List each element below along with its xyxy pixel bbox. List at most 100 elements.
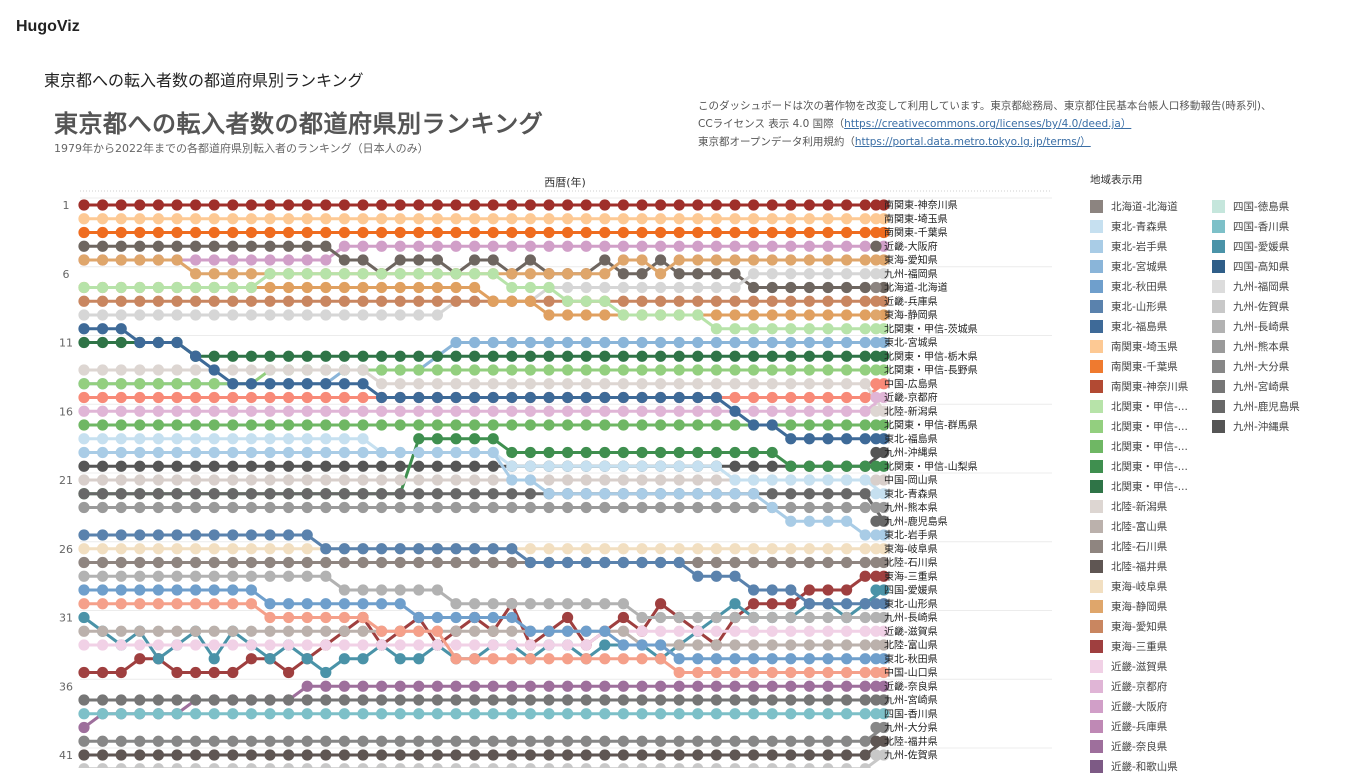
data-point[interactable] [748, 405, 760, 417]
data-point[interactable] [413, 735, 425, 747]
data-point[interactable] [245, 364, 257, 376]
data-point[interactable] [859, 336, 871, 349]
data-point[interactable] [655, 653, 667, 665]
data-point[interactable] [190, 625, 202, 637]
data-point[interactable] [376, 391, 388, 404]
data-point[interactable] [878, 405, 890, 417]
data-point[interactable] [841, 735, 853, 747]
data-point[interactable] [673, 666, 685, 679]
data-point[interactable] [636, 281, 648, 294]
data-point[interactable] [729, 625, 741, 637]
data-point[interactable] [190, 639, 202, 651]
data-point[interactable] [320, 598, 332, 610]
data-point[interactable] [450, 364, 462, 376]
data-point[interactable] [97, 460, 109, 472]
legend-item[interactable]: 北海道-北海道 [1090, 196, 1212, 216]
data-point[interactable] [376, 749, 388, 761]
data-point[interactable] [580, 336, 592, 349]
legend-item[interactable]: 九州-佐賀県 [1212, 296, 1334, 316]
data-point[interactable] [78, 639, 90, 651]
data-point[interactable] [636, 611, 648, 624]
data-point[interactable] [431, 694, 443, 706]
data-point[interactable] [208, 378, 220, 390]
data-point[interactable] [748, 611, 760, 624]
data-point[interactable] [283, 199, 295, 211]
data-point[interactable] [692, 735, 704, 747]
data-point[interactable] [673, 543, 685, 555]
data-point[interactable] [469, 240, 481, 252]
data-point[interactable] [822, 694, 834, 706]
data-point[interactable] [822, 584, 834, 596]
data-point[interactable] [822, 653, 834, 665]
data-point[interactable] [524, 336, 537, 349]
data-point[interactable] [97, 584, 109, 596]
data-point[interactable] [301, 763, 313, 768]
data-point[interactable] [803, 488, 816, 500]
data-point[interactable] [227, 529, 239, 541]
data-point[interactable] [320, 433, 332, 445]
data-point[interactable] [134, 254, 146, 266]
data-point[interactable] [543, 419, 555, 431]
data-point[interactable] [208, 433, 220, 445]
data-point[interactable] [785, 350, 797, 362]
data-point[interactable] [617, 488, 630, 500]
data-point[interactable] [580, 625, 592, 637]
data-point[interactable] [729, 254, 741, 266]
data-point[interactable] [543, 556, 555, 569]
data-point[interactable] [264, 653, 276, 665]
data-point[interactable] [469, 199, 481, 211]
data-point[interactable] [617, 309, 630, 321]
data-point[interactable] [878, 488, 890, 500]
data-point[interactable] [562, 611, 574, 624]
data-point[interactable] [320, 268, 332, 280]
data-point[interactable] [710, 350, 723, 362]
data-point[interactable] [841, 556, 853, 569]
data-point[interactable] [766, 584, 778, 596]
data-point[interactable] [803, 501, 816, 514]
data-point[interactable] [97, 598, 109, 610]
data-point[interactable] [357, 625, 369, 637]
data-point[interactable] [431, 199, 443, 211]
data-point[interactable] [562, 488, 574, 500]
data-point[interactable] [785, 708, 797, 720]
data-point[interactable] [208, 694, 220, 706]
data-point[interactable] [394, 501, 406, 514]
data-point[interactable] [692, 295, 704, 307]
data-point[interactable] [115, 694, 127, 706]
data-point[interactable] [506, 378, 518, 390]
data-point[interactable] [710, 199, 723, 211]
data-point[interactable] [524, 378, 537, 390]
data-point[interactable] [673, 653, 685, 665]
data-point[interactable] [878, 749, 890, 761]
data-point[interactable] [431, 240, 443, 252]
data-point[interactable] [245, 460, 257, 472]
data-point[interactable] [115, 295, 127, 307]
data-point[interactable] [803, 460, 816, 472]
data-point[interactable] [766, 350, 778, 362]
data-point[interactable] [543, 336, 555, 349]
data-point[interactable] [655, 639, 667, 651]
data-point[interactable] [264, 543, 276, 555]
data-point[interactable] [431, 556, 443, 569]
data-point[interactable] [599, 501, 611, 514]
data-point[interactable] [599, 295, 611, 307]
data-point[interactable] [78, 213, 90, 225]
data-point[interactable] [692, 419, 704, 431]
data-point[interactable] [413, 268, 425, 280]
data-point[interactable] [878, 611, 890, 624]
data-point[interactable] [115, 378, 127, 390]
data-point[interactable] [227, 749, 239, 761]
data-point[interactable] [543, 309, 555, 321]
data-point[interactable] [841, 213, 853, 225]
data-point[interactable] [78, 666, 90, 679]
data-point[interactable] [78, 295, 90, 307]
data-point[interactable] [320, 570, 332, 582]
data-point[interactable] [78, 625, 90, 637]
data-point[interactable] [599, 419, 611, 431]
data-point[interactable] [171, 625, 183, 637]
data-point[interactable] [673, 295, 685, 307]
data-point[interactable] [171, 543, 183, 555]
data-point[interactable] [338, 433, 350, 445]
data-point[interactable] [78, 254, 90, 266]
data-point[interactable] [190, 735, 202, 747]
